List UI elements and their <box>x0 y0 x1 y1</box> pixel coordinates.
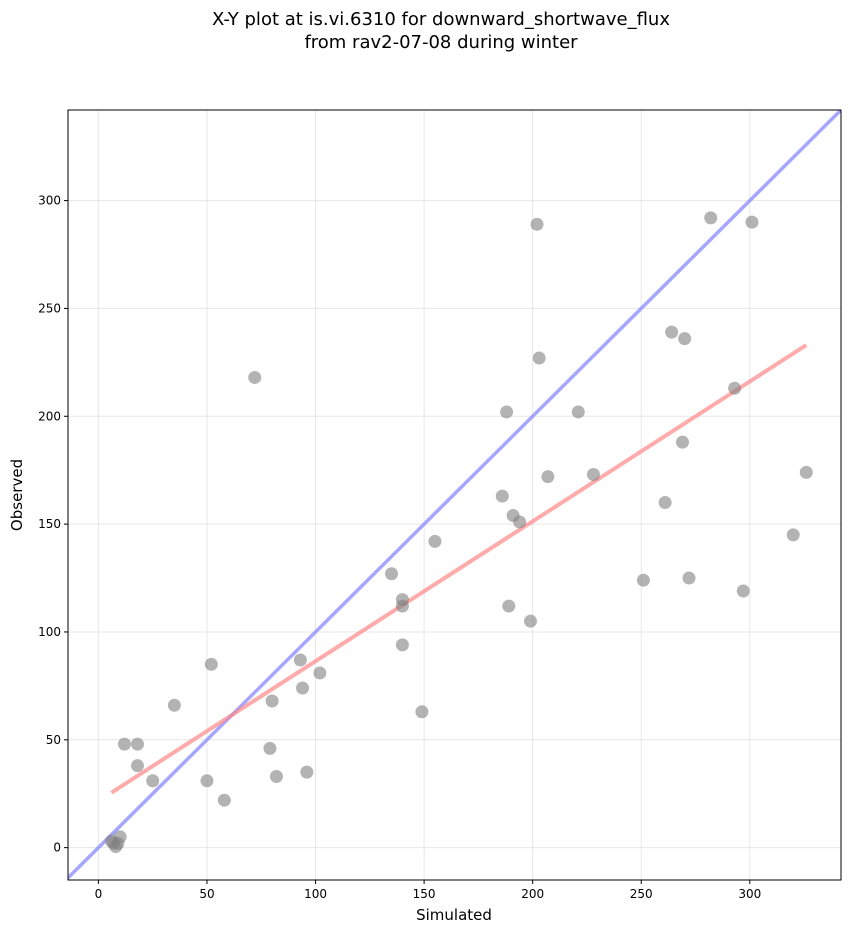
data-point-8 <box>146 774 160 788</box>
x-tick-label: 300 <box>738 887 761 901</box>
y-axis-ticks: 0 50 100 150 200 250 300 <box>38 194 68 855</box>
data-point-21 <box>385 567 399 581</box>
data-point-41 <box>675 435 689 449</box>
y-tick-label: 100 <box>38 625 61 639</box>
x-tick-label: 50 <box>199 887 214 901</box>
data-point-27 <box>495 489 509 503</box>
data-point-40 <box>665 325 679 339</box>
data-point-38 <box>636 573 650 587</box>
y-tick-label: 50 <box>46 733 61 747</box>
y-tick-label: 150 <box>38 517 61 531</box>
data-point-32 <box>523 614 537 628</box>
data-point-29 <box>502 599 516 613</box>
data-point-37 <box>586 468 600 482</box>
data-point-34 <box>532 351 546 365</box>
chart-title-line2: from rav2-07-08 during winter <box>304 32 578 53</box>
data-point-35 <box>541 470 555 484</box>
data-point-46 <box>736 584 750 598</box>
y-tick-label: 250 <box>38 301 61 315</box>
x-tick-label: 200 <box>521 887 544 901</box>
data-point-17 <box>293 653 307 667</box>
chart-title-line1: X-Y plot at is.vi.6310 for downward_shor… <box>212 9 670 30</box>
data-point-14 <box>263 741 277 755</box>
one-to-one-line <box>68 110 841 880</box>
data-points <box>104 211 813 854</box>
data-point-10 <box>200 774 214 788</box>
data-point-48 <box>786 528 800 542</box>
regression-line <box>110 343 808 795</box>
x-tick-label: 100 <box>304 887 327 901</box>
data-point-5 <box>117 737 131 751</box>
data-point-44 <box>704 211 718 225</box>
data-point-9 <box>167 698 181 712</box>
data-point-26 <box>428 534 442 548</box>
plot-area <box>68 110 841 880</box>
data-point-20 <box>313 666 327 680</box>
plot-frame <box>67 109 842 881</box>
data-point-25 <box>415 705 429 719</box>
data-point-12 <box>217 793 231 807</box>
data-point-49 <box>799 465 813 479</box>
y-tick-label: 300 <box>38 194 61 208</box>
x-axis-label: Simulated <box>416 906 492 924</box>
x-axis-ticks: 0 50 100 150 200 250 300 <box>95 880 761 901</box>
data-point-6 <box>130 737 144 751</box>
data-point-31 <box>513 515 527 529</box>
data-point-7 <box>130 759 144 773</box>
data-point-23 <box>395 599 409 613</box>
data-point-13 <box>248 370 262 384</box>
data-point-18 <box>296 681 310 695</box>
x-tick-label: 0 <box>95 887 103 901</box>
data-point-4 <box>113 830 127 844</box>
x-tick-label: 250 <box>630 887 653 901</box>
x-tick-label: 150 <box>413 887 436 901</box>
data-point-39 <box>658 496 672 510</box>
data-point-19 <box>300 765 314 779</box>
data-point-33 <box>530 217 544 231</box>
y-tick-label: 0 <box>53 841 61 855</box>
data-point-28 <box>500 405 514 419</box>
data-point-11 <box>204 657 218 671</box>
grid-lines <box>68 110 841 880</box>
data-point-43 <box>682 571 696 585</box>
data-point-47 <box>745 215 759 229</box>
data-point-16 <box>269 769 283 783</box>
data-point-45 <box>728 381 742 395</box>
data-point-15 <box>265 694 279 708</box>
data-point-36 <box>571 405 585 419</box>
y-tick-label: 200 <box>38 409 61 423</box>
data-point-24 <box>395 638 409 652</box>
data-point-42 <box>678 332 692 346</box>
y-axis-label: Observed <box>8 459 26 531</box>
